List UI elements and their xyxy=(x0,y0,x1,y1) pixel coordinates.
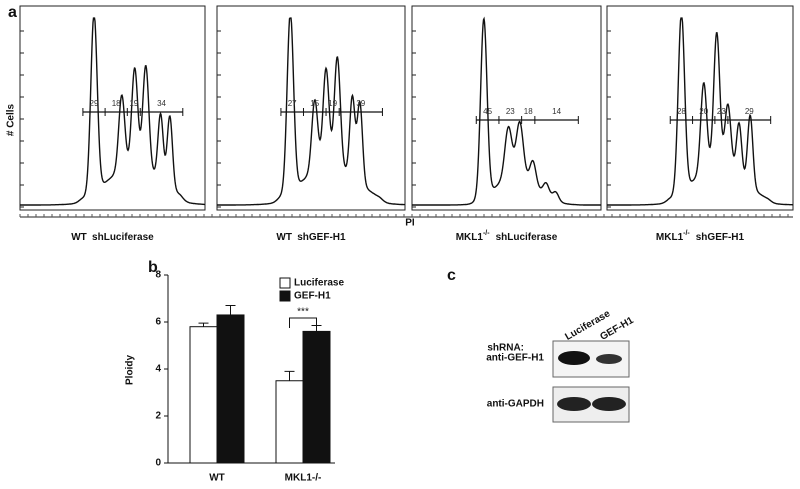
gate-label: 28 xyxy=(677,107,686,116)
y-tick-label: 6 xyxy=(155,317,161,328)
gate-label: 23 xyxy=(717,107,726,116)
y-tick-label: 8 xyxy=(155,270,161,281)
y-axis-label: # Cells xyxy=(6,103,17,136)
gate-label: 18 xyxy=(112,99,121,108)
gate-label: 18 xyxy=(524,107,533,116)
y-tick-label: 4 xyxy=(155,364,161,375)
x-tick-label: MKL1-/- xyxy=(285,473,322,484)
gate-label: 19 xyxy=(129,99,138,108)
band xyxy=(558,351,590,365)
gate-label: 19 xyxy=(328,99,337,108)
plot-frame xyxy=(19,5,206,211)
gate-label: 45 xyxy=(483,107,492,116)
histogram-curve xyxy=(607,17,793,206)
plot-frame xyxy=(411,5,602,211)
bar xyxy=(275,380,304,464)
legend-label: Luciferase xyxy=(294,278,344,289)
bar xyxy=(302,330,331,464)
significance-label: *** xyxy=(297,307,309,318)
plot-caption: WT shLuciferase xyxy=(71,232,154,243)
shrna: shGEF-H1 xyxy=(696,232,745,243)
gate-label: 34 xyxy=(157,99,166,108)
legend-label: GEF-H1 xyxy=(294,291,331,302)
error-bar xyxy=(311,325,322,332)
plot-frame xyxy=(606,5,794,211)
band xyxy=(592,397,626,411)
genotype: WT xyxy=(276,232,291,243)
significance-bracket xyxy=(289,317,317,328)
plot-caption: MKL1-/- shLuciferase xyxy=(456,230,558,243)
histogram-curve xyxy=(20,17,205,206)
error-bar xyxy=(225,305,236,315)
plot-caption: WT shGEF-H1 xyxy=(276,232,346,243)
plot-frame xyxy=(216,5,406,211)
panel-label: c xyxy=(447,267,456,284)
gate-label: 29 xyxy=(745,107,754,116)
error-bar xyxy=(284,370,295,381)
y-tick-label: 0 xyxy=(155,458,161,469)
band xyxy=(596,354,622,364)
genotype: MKL1 xyxy=(656,232,684,243)
legend-swatch xyxy=(279,277,291,289)
gate-label: 15 xyxy=(310,99,319,108)
gate-label: 14 xyxy=(552,107,561,116)
histogram-curve xyxy=(217,17,405,206)
row-label: anti-GAPDH xyxy=(487,399,544,410)
panel-label: a xyxy=(8,4,17,21)
genotype-superscript: -/- xyxy=(483,230,490,237)
shrna-label: shRNA: xyxy=(487,343,524,354)
y-tick-label: 2 xyxy=(155,411,161,422)
shrna: shGEF-H1 xyxy=(297,232,346,243)
gate-label: 27 xyxy=(288,99,297,108)
y-axis-label: Ploidy xyxy=(125,355,136,385)
legend-swatch xyxy=(279,290,291,302)
shrna: shLuciferase xyxy=(496,232,558,243)
error-bar xyxy=(198,322,209,327)
gate-label: 39 xyxy=(356,99,365,108)
shrna: shLuciferase xyxy=(92,232,154,243)
band xyxy=(557,397,591,411)
genotype-superscript: -/- xyxy=(683,230,690,237)
genotype: MKL1 xyxy=(456,232,484,243)
plot-caption: MKL1-/- shGEF-H1 xyxy=(656,230,745,243)
histogram-curve xyxy=(412,16,601,206)
gate-label: 23 xyxy=(506,107,515,116)
bar xyxy=(216,314,245,464)
row-label: anti-GEF-H1 xyxy=(486,353,544,364)
genotype: WT xyxy=(71,232,86,243)
x-tick-label: WT xyxy=(209,473,225,484)
gate-label: 29 xyxy=(90,99,99,108)
bar xyxy=(189,326,218,464)
panel-label: b xyxy=(148,259,158,276)
gate-label: 20 xyxy=(699,107,708,116)
x-axis-label: PI xyxy=(405,218,415,229)
